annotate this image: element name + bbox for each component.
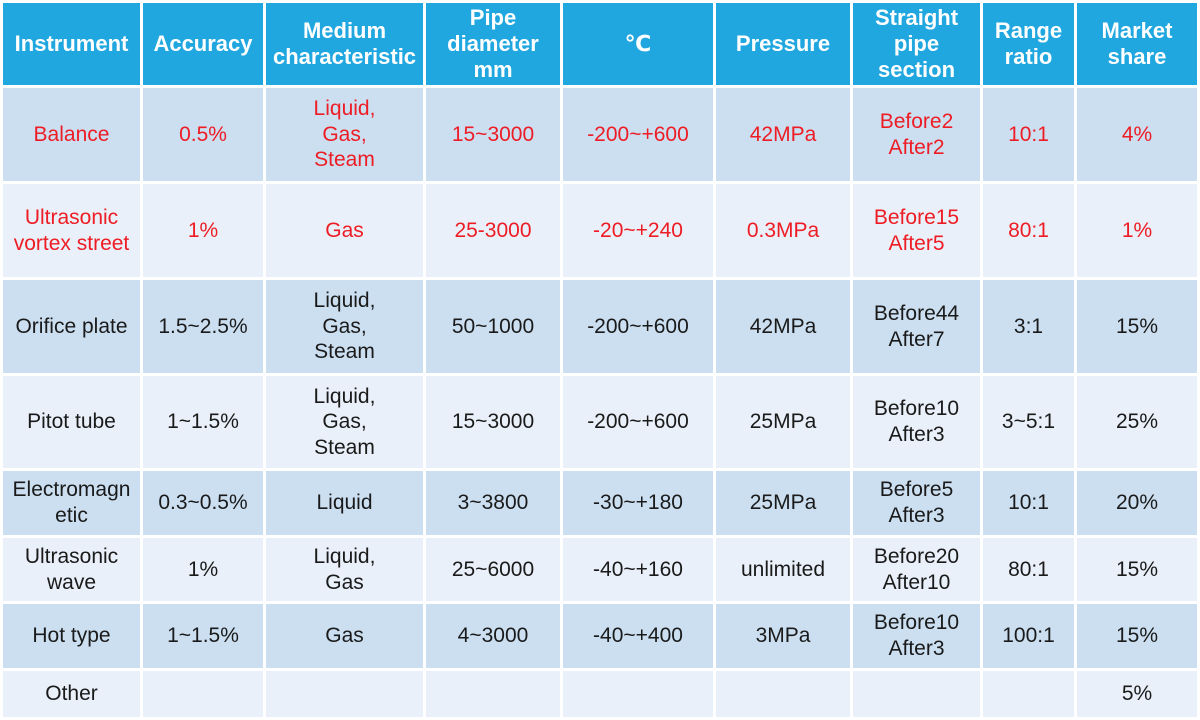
table-cell: 3~5:1: [983, 376, 1074, 468]
table-cell: Liquid, Gas, Steam: [266, 280, 423, 373]
table-cell: 80:1: [983, 184, 1074, 277]
table-row-electromagnetic: Electromagnetic 0.3~0.5% Liquid 3~3800 -30~+…: [3, 471, 1197, 535]
table-cell: Electromagnetic: [3, 471, 140, 535]
table-cell: 0.3~0.5%: [143, 471, 263, 535]
table-cell: Before10 After3: [853, 376, 980, 468]
table-cell: Liquid: [266, 471, 423, 535]
table-cell: -30~+180: [563, 471, 713, 535]
table-cell: Gas: [266, 604, 423, 668]
table-cell: 3:1: [983, 280, 1074, 373]
table-cell: Balance: [3, 88, 140, 181]
table-cell: Hot type: [3, 604, 140, 668]
table-cell: -20~+240: [563, 184, 713, 277]
table-cell: 1%: [143, 538, 263, 601]
table-cell: 50~1000: [426, 280, 560, 373]
table-cell: 1.5~2.5%: [143, 280, 263, 373]
table-cell: [143, 671, 263, 717]
table-cell: Liquid, Gas: [266, 538, 423, 601]
table-cell: Before10 After3: [853, 604, 980, 668]
column-header-market-share: Market share: [1077, 3, 1197, 85]
column-header-medium-characteristic: Medium characteristic: [266, 3, 423, 85]
table-row-pitot-tube: Pitot tube 1~1.5% Liquid, Gas, Steam 15~300…: [3, 376, 1197, 468]
table-cell: Before44 After7: [853, 280, 980, 373]
table-cell: [563, 671, 713, 717]
table-cell: -200~+600: [563, 280, 713, 373]
table-cell: 0.3MPa: [716, 184, 850, 277]
column-header-pressure: Pressure: [716, 3, 850, 85]
table-cell: 10:1: [983, 88, 1074, 181]
column-header-straight-pipe-section: Straight pipe section: [853, 3, 980, 85]
table-row-balance: Balance 0.5% Liquid, Gas, Steam 15~3000 -200…: [3, 88, 1197, 181]
table-cell: Liquid, Gas, Steam: [266, 376, 423, 468]
table-row-ultrasonic-vortex-street: Ultrasonic vortex street 1% Gas 25-3000 -20~…: [3, 184, 1197, 277]
table-cell: Before15 After5: [853, 184, 980, 277]
column-header-range-ratio: Range ratio: [983, 3, 1074, 85]
table-cell: Before20 After10: [853, 538, 980, 601]
table-cell: 15~3000: [426, 376, 560, 468]
header-row: Instrument Accuracy Medium characteristic P…: [3, 3, 1197, 85]
table-cell: 3~3800: [426, 471, 560, 535]
table-cell: 10:1: [983, 471, 1074, 535]
column-header-blank: ℃: [563, 3, 713, 85]
table-row-ultrasonic-wave: Ultrasonic wave 1% Liquid, Gas 25~6000 -40~+…: [3, 538, 1197, 601]
table-cell: 4~3000: [426, 604, 560, 668]
table-cell: Ultrasonic wave: [3, 538, 140, 601]
table-cell: Before2 After2: [853, 88, 980, 181]
table-cell: -40~+400: [563, 604, 713, 668]
table-cell: 15~3000: [426, 88, 560, 181]
table-cell: 1%: [143, 184, 263, 277]
table-body: Balance 0.5% Liquid, Gas, Steam 15~3000 -200…: [3, 88, 1197, 717]
table-cell: Other: [3, 671, 140, 717]
table-cell: 15%: [1077, 604, 1197, 668]
table-cell: 42MPa: [716, 88, 850, 181]
table-cell: -200~+600: [563, 376, 713, 468]
table-cell: 3MPa: [716, 604, 850, 668]
table-cell: 100:1: [983, 604, 1074, 668]
column-header-pipe-diameter-mm: Pipe diameter mm: [426, 3, 560, 85]
table-cell: Ultrasonic vortex street: [3, 184, 140, 277]
table-cell: 80:1: [983, 538, 1074, 601]
table-cell: 1~1.5%: [143, 604, 263, 668]
table-cell: 5%: [1077, 671, 1197, 717]
table-cell: 1%: [1077, 184, 1197, 277]
table-cell: [266, 671, 423, 717]
column-header-accuracy: Accuracy: [143, 3, 263, 85]
table-header: Instrument Accuracy Medium characteristic P…: [3, 3, 1197, 85]
table-cell: [716, 671, 850, 717]
table-cell: 4%: [1077, 88, 1197, 181]
table-cell: 15%: [1077, 280, 1197, 373]
table-cell: -200~+600: [563, 88, 713, 181]
table-cell: 42MPa: [716, 280, 850, 373]
table-cell: -40~+160: [563, 538, 713, 601]
table-cell: [426, 671, 560, 717]
table-cell: Before5 After3: [853, 471, 980, 535]
table-cell: Liquid, Gas, Steam: [266, 88, 423, 181]
table-cell: 25~6000: [426, 538, 560, 601]
table-cell: 25-3000: [426, 184, 560, 277]
table-cell: 1~1.5%: [143, 376, 263, 468]
table-cell: Pitot tube: [3, 376, 140, 468]
table-cell: [853, 671, 980, 717]
table-cell: Orifice plate: [3, 280, 140, 373]
table-cell: 25MPa: [716, 471, 850, 535]
table-cell: Gas: [266, 184, 423, 277]
column-header-instrument: Instrument: [3, 3, 140, 85]
table-cell: 0.5%: [143, 88, 263, 181]
table-cell: 25MPa: [716, 376, 850, 468]
table-row-hot-type: Hot type 1~1.5% Gas 4~3000 -40~+400 3MPa Befor…: [3, 604, 1197, 668]
table-cell: 15%: [1077, 538, 1197, 601]
table-row-other: Other 5%: [3, 671, 1197, 717]
table-cell: [983, 671, 1074, 717]
table-cell: 25%: [1077, 376, 1197, 468]
table-row-orifice-plate: Orifice plate 1.5~2.5% Liquid, Gas, Steam 5…: [3, 280, 1197, 373]
table-cell: 20%: [1077, 471, 1197, 535]
table-cell: unlimited: [716, 538, 850, 601]
